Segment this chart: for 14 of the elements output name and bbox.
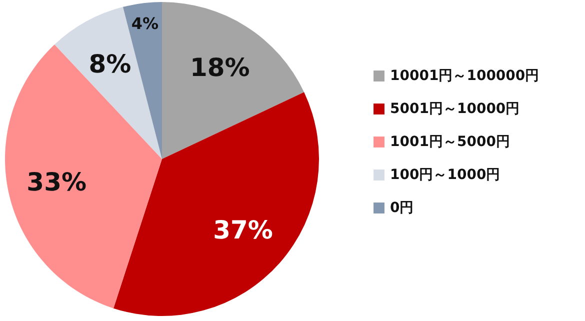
pie-slice <box>54 6 162 159</box>
legend-label: 5001円～10000円 <box>390 101 520 117</box>
data-label: 18% <box>190 52 250 82</box>
pie-slice <box>5 44 162 308</box>
legend-label: 100円～1000円 <box>390 167 500 183</box>
legend-label: 1001円～5000円 <box>390 134 510 150</box>
pie-slice <box>113 92 319 316</box>
legend-label: 0円 <box>390 200 414 216</box>
data-label: 8% <box>88 49 132 78</box>
legend-label: 10001円～100000円 <box>390 68 540 84</box>
data-label: 33% <box>26 168 87 197</box>
data-label: 37% <box>213 215 273 244</box>
pie-slice <box>162 2 304 159</box>
data-label: 4% <box>131 14 159 34</box>
